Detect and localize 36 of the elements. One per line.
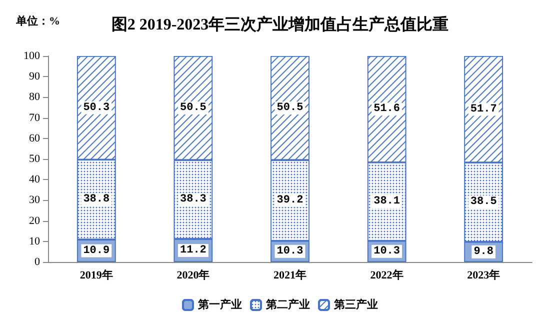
x-tick-label: 2019年 bbox=[80, 268, 113, 282]
y-tick-label: 100 bbox=[24, 50, 40, 62]
data-label: 39.2 bbox=[276, 194, 304, 206]
y-tick-label: 50 bbox=[29, 153, 40, 165]
y-tick-label: 0 bbox=[34, 256, 40, 268]
legend-label: 第一产业 bbox=[197, 298, 242, 311]
data-label: 50.3 bbox=[83, 102, 110, 114]
y-tick-label: 80 bbox=[29, 91, 40, 104]
y-tick-label: 10 bbox=[29, 235, 40, 248]
data-label: 10.9 bbox=[83, 244, 110, 257]
data-label: 38.3 bbox=[180, 193, 207, 206]
data-label: 9.8 bbox=[474, 246, 494, 258]
data-label: 38.8 bbox=[83, 194, 110, 206]
data-label: 51.7 bbox=[470, 103, 497, 116]
legend-label: 第三产业 bbox=[333, 298, 378, 311]
y-tick-label: 90 bbox=[29, 70, 40, 83]
data-label: 38.5 bbox=[470, 196, 498, 208]
data-label: 10.3 bbox=[276, 245, 304, 258]
data-label: 10.3 bbox=[374, 245, 400, 258]
data-label: 50.5 bbox=[276, 102, 304, 114]
data-label: 50.5 bbox=[180, 102, 207, 114]
y-tick-label: 70 bbox=[29, 112, 40, 124]
text: 单位：% bbox=[15, 14, 60, 28]
x-tick-label: 2022年 bbox=[370, 268, 404, 282]
x-tick-label: 2021年 bbox=[274, 268, 306, 282]
chart-title: 图2 2019-2023年三次产业增加值占生产总值比重 bbox=[111, 16, 449, 34]
data-label: 38.1 bbox=[374, 196, 400, 208]
data-label: 51.6 bbox=[374, 103, 400, 116]
y-tick-label: 20 bbox=[29, 214, 40, 227]
x-tick-label: 2023年 bbox=[467, 268, 500, 282]
y-tick-label: 40 bbox=[29, 174, 40, 186]
y-tick-label: 60 bbox=[29, 132, 40, 144]
data-label: 11.2 bbox=[180, 244, 206, 256]
y-tick-label: 30 bbox=[29, 194, 40, 206]
x-tick-label: 2020年 bbox=[176, 268, 210, 282]
legend-label: 第二产业 bbox=[265, 298, 310, 311]
